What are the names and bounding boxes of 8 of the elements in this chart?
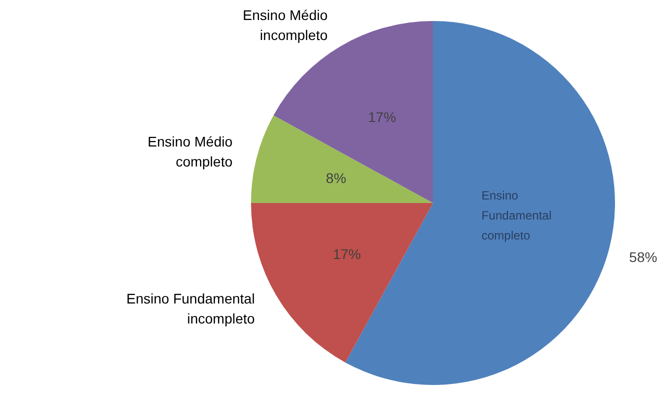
slice-label: Ensino Médio completo xyxy=(148,134,233,170)
slice-label: Ensino Médio incompleto xyxy=(242,6,328,43)
slice-label: Ensino Fundamental completo xyxy=(481,188,552,242)
slice-label: Ensino Fundamental incompleto xyxy=(126,290,256,326)
data-label: 17% xyxy=(332,246,361,262)
data-label: 17% xyxy=(368,108,396,125)
data-label: 8% xyxy=(326,170,346,186)
data-label: 58% xyxy=(629,248,658,265)
